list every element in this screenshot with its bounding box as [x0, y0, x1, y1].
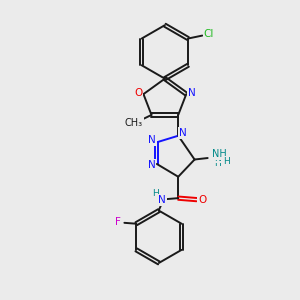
Text: Cl: Cl [204, 29, 214, 39]
Text: H: H [214, 159, 221, 168]
Text: O: O [134, 88, 142, 98]
Text: H: H [223, 157, 230, 166]
Text: F: F [116, 217, 122, 227]
Text: N: N [148, 135, 156, 145]
Text: N: N [214, 154, 221, 163]
Text: N: N [148, 160, 155, 170]
Text: H: H [153, 189, 159, 198]
Text: NH: NH [212, 148, 227, 159]
Text: H: H [214, 148, 221, 157]
Text: O: O [199, 195, 207, 205]
Text: N: N [179, 128, 187, 138]
Text: N: N [158, 195, 166, 205]
Text: N: N [188, 88, 196, 98]
Text: CH₃: CH₃ [124, 118, 143, 128]
